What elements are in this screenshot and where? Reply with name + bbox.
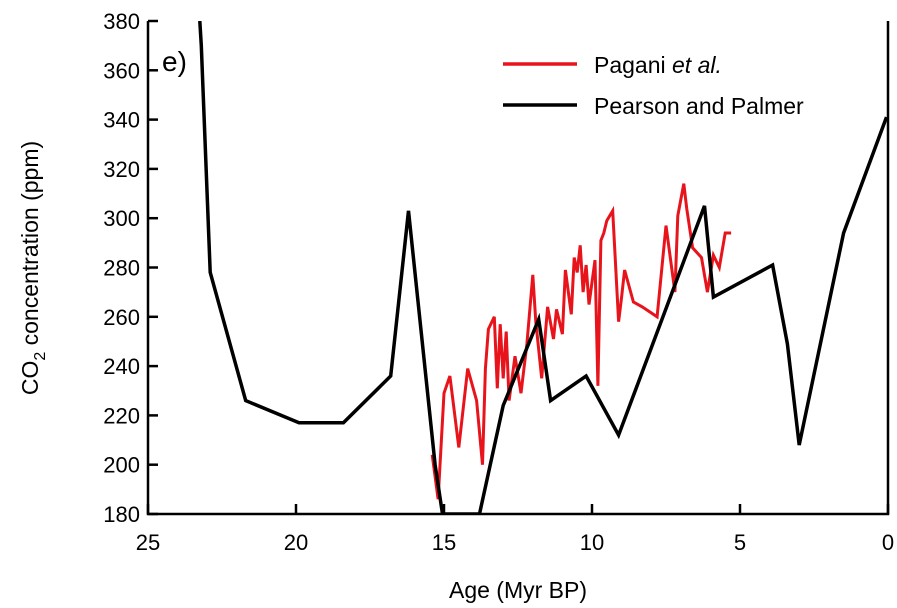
legend-label-pagani-name: Pagani — [594, 52, 672, 78]
y-tick-label: 380 — [103, 9, 140, 34]
y-tick-label: 220 — [103, 403, 140, 428]
series-line-pagani — [432, 184, 731, 500]
y-axis-title-subscript: 2 — [32, 352, 49, 361]
y-tick-label: 360 — [103, 58, 140, 83]
x-tick-label: 10 — [580, 530, 604, 555]
legend-label-pagani: Pagani et al. — [594, 52, 722, 78]
y-tick-label: 320 — [103, 157, 140, 182]
y-tick-label: 200 — [103, 453, 140, 478]
legend-label-pagani-italic: et al. — [672, 52, 722, 78]
y-tick-label: 280 — [103, 256, 140, 281]
y-tick-label: 180 — [103, 502, 140, 527]
y-tick-label: 260 — [103, 305, 140, 330]
y-axis-title-main: CO — [17, 361, 43, 396]
x-tick-label: 15 — [432, 530, 456, 555]
x-tick-label: 20 — [284, 530, 308, 555]
legend-label-pearson: Pearson and Palmer — [594, 93, 804, 119]
x-axis-title: Age (Myr BP) — [449, 577, 587, 603]
x-tick-label: 0 — [882, 530, 894, 555]
y-tick-label: 300 — [103, 206, 140, 231]
x-tick-label: 25 — [136, 530, 160, 555]
panel-label: e) — [162, 46, 187, 77]
y-tick-label: 240 — [103, 354, 140, 379]
y-axis-title: CO2 concentration (ppm) — [17, 141, 49, 395]
legend: Pagani et al. Pearson and Palmer — [503, 52, 804, 119]
x-tick-label: 5 — [734, 530, 746, 555]
y-axis-title-rest: concentration (ppm) — [17, 141, 43, 352]
y-tick-label: 340 — [103, 108, 140, 133]
